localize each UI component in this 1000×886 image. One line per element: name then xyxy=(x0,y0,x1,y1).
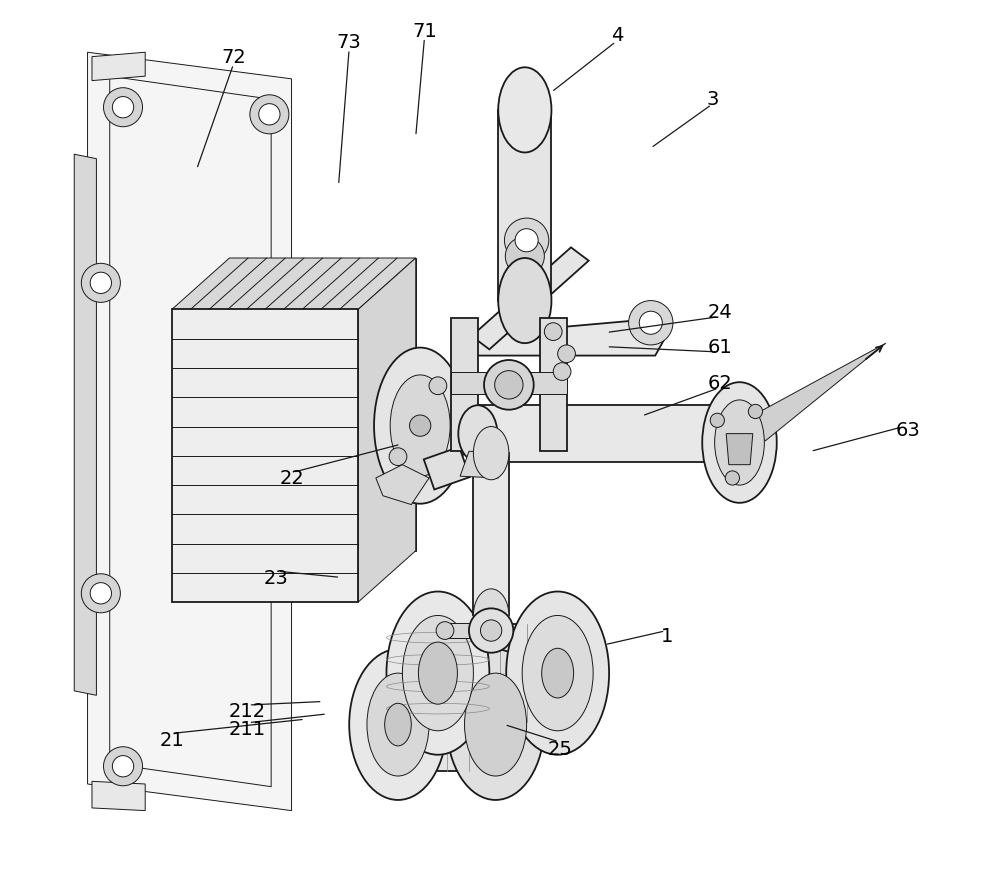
Polygon shape xyxy=(498,111,551,301)
Circle shape xyxy=(81,264,120,303)
Polygon shape xyxy=(92,53,145,82)
Ellipse shape xyxy=(349,649,447,800)
Ellipse shape xyxy=(711,406,750,462)
Circle shape xyxy=(112,756,134,777)
Text: 23: 23 xyxy=(264,568,289,587)
Text: 22: 22 xyxy=(279,469,304,488)
Polygon shape xyxy=(376,465,429,505)
Text: 4: 4 xyxy=(611,26,623,45)
Polygon shape xyxy=(438,625,558,722)
Polygon shape xyxy=(472,248,589,350)
Ellipse shape xyxy=(390,376,450,477)
Circle shape xyxy=(436,622,454,640)
Text: 211: 211 xyxy=(229,719,266,738)
Polygon shape xyxy=(460,319,669,356)
Circle shape xyxy=(639,312,662,335)
Polygon shape xyxy=(398,679,496,771)
Circle shape xyxy=(504,219,549,263)
Polygon shape xyxy=(451,372,567,394)
Ellipse shape xyxy=(473,427,509,480)
Ellipse shape xyxy=(506,592,609,755)
Circle shape xyxy=(515,229,538,253)
Polygon shape xyxy=(460,452,504,478)
Circle shape xyxy=(90,273,111,294)
Polygon shape xyxy=(229,259,416,551)
Ellipse shape xyxy=(402,616,473,731)
Circle shape xyxy=(104,747,143,786)
Polygon shape xyxy=(749,344,886,441)
Circle shape xyxy=(553,363,571,381)
Circle shape xyxy=(429,377,447,395)
Circle shape xyxy=(90,583,111,604)
Circle shape xyxy=(259,105,280,126)
Text: 72: 72 xyxy=(222,48,246,67)
Text: 25: 25 xyxy=(548,739,573,758)
Text: 71: 71 xyxy=(412,22,437,42)
Text: 3: 3 xyxy=(707,89,719,109)
Circle shape xyxy=(495,371,523,400)
Text: 62: 62 xyxy=(708,373,732,392)
Circle shape xyxy=(725,471,739,486)
Circle shape xyxy=(558,346,575,363)
Ellipse shape xyxy=(702,383,777,503)
Ellipse shape xyxy=(458,406,497,462)
Polygon shape xyxy=(424,447,470,490)
Polygon shape xyxy=(473,454,509,616)
Polygon shape xyxy=(92,781,145,811)
Polygon shape xyxy=(451,319,478,452)
Polygon shape xyxy=(447,624,469,638)
Circle shape xyxy=(410,416,431,437)
Circle shape xyxy=(710,414,724,428)
Text: 212: 212 xyxy=(229,701,266,720)
Ellipse shape xyxy=(447,649,544,800)
Polygon shape xyxy=(478,406,731,462)
Circle shape xyxy=(250,96,289,135)
Polygon shape xyxy=(172,310,358,602)
Polygon shape xyxy=(172,259,416,310)
Circle shape xyxy=(748,405,763,419)
Circle shape xyxy=(480,620,502,641)
Ellipse shape xyxy=(386,592,489,755)
Polygon shape xyxy=(88,53,292,811)
Text: 73: 73 xyxy=(337,33,362,52)
Ellipse shape xyxy=(465,673,527,776)
Circle shape xyxy=(104,89,143,128)
Circle shape xyxy=(544,323,562,341)
Circle shape xyxy=(484,361,534,410)
Text: 63: 63 xyxy=(896,420,920,439)
Ellipse shape xyxy=(374,348,466,504)
Circle shape xyxy=(389,448,407,466)
Circle shape xyxy=(469,609,513,653)
Text: 21: 21 xyxy=(159,730,184,750)
Ellipse shape xyxy=(715,400,764,486)
Ellipse shape xyxy=(367,673,429,776)
Circle shape xyxy=(629,301,673,346)
Circle shape xyxy=(112,97,134,119)
Polygon shape xyxy=(540,319,567,452)
Ellipse shape xyxy=(473,589,509,642)
Polygon shape xyxy=(358,259,416,602)
Ellipse shape xyxy=(498,259,551,344)
Text: 24: 24 xyxy=(708,302,732,322)
Ellipse shape xyxy=(498,68,551,153)
Text: 1: 1 xyxy=(661,626,673,646)
Circle shape xyxy=(505,237,544,276)
Polygon shape xyxy=(726,434,753,465)
Text: 61: 61 xyxy=(708,338,732,357)
Ellipse shape xyxy=(522,616,593,731)
Ellipse shape xyxy=(418,642,457,704)
Ellipse shape xyxy=(542,649,574,698)
Ellipse shape xyxy=(385,703,411,746)
Polygon shape xyxy=(74,155,96,696)
Circle shape xyxy=(81,574,120,613)
